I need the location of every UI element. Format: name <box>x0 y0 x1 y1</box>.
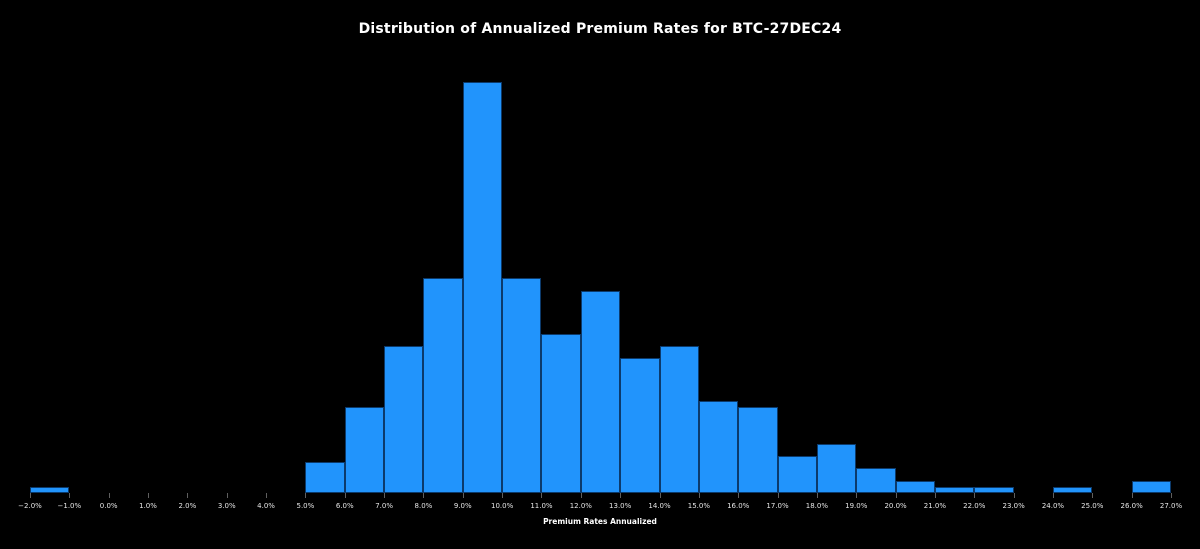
x-tick-mark <box>384 493 386 498</box>
x-tick-mark <box>777 493 779 498</box>
histogram-bar <box>30 486 70 493</box>
x-tick-label: 18.0% <box>805 502 829 510</box>
histogram-bar <box>344 407 385 493</box>
x-tick-label: 5.0% <box>296 502 315 510</box>
x-tick-label: 23.0% <box>1002 502 1025 510</box>
x-tick-mark <box>1013 493 1015 498</box>
x-tick-mark <box>620 493 622 498</box>
x-tick-label: 8.0% <box>414 502 433 510</box>
x-tick-mark <box>266 493 268 498</box>
x-tick-mark <box>659 493 661 498</box>
x-tick-mark <box>541 493 543 498</box>
x-tick-mark <box>30 493 31 498</box>
x-tick-label: 19.0% <box>845 502 868 510</box>
x-tick-mark <box>187 493 189 498</box>
x-tick-label: 9.0% <box>453 502 472 510</box>
x-tick-label: 7.0% <box>375 502 393 510</box>
x-tick-mark <box>423 493 425 498</box>
histogram-bar <box>698 400 739 493</box>
x-tick-label: 24.0% <box>1041 502 1065 510</box>
x-tick-label: 2.0% <box>178 502 197 510</box>
x-tick-mark <box>934 493 936 498</box>
x-tick-mark <box>698 493 700 498</box>
histogram-bar <box>423 278 463 493</box>
histogram-bar <box>305 462 345 493</box>
histogram-bar <box>620 358 660 493</box>
x-tick-label: 14.0% <box>648 502 671 510</box>
x-tick-label: 16.0% <box>727 502 750 510</box>
x-tick-label: 26.0% <box>1120 502 1143 510</box>
x-tick-mark <box>502 493 504 498</box>
x-tick-mark <box>148 493 150 498</box>
x-tick-label: 13.0% <box>609 502 632 510</box>
x-tick-mark <box>108 493 110 498</box>
x-tick-mark <box>974 493 976 498</box>
histogram-bar <box>502 278 542 493</box>
x-tick-mark <box>226 493 228 498</box>
x-tick-mark <box>344 493 346 498</box>
x-tick-mark <box>1052 493 1054 498</box>
x-tick-mark <box>856 493 858 498</box>
x-tick-label: −2.0% <box>18 502 42 510</box>
x-tick-label: 6.0% <box>335 502 354 510</box>
x-tick-label: 15.0% <box>687 502 710 510</box>
x-tick-label: 0.0% <box>99 502 118 510</box>
x-tick-label: 10.0% <box>491 502 514 510</box>
x-tick-label: 20.0% <box>884 502 907 510</box>
histogram-bar <box>856 468 896 493</box>
histogram-bar <box>974 486 1014 493</box>
histogram-bar <box>934 486 975 493</box>
x-tick-label: 25.0% <box>1081 502 1104 510</box>
histogram-bar <box>384 345 424 493</box>
histogram-bar <box>580 290 621 493</box>
histogram-bar <box>738 407 778 493</box>
histogram-bar <box>541 333 581 493</box>
histogram-bar <box>816 443 857 493</box>
x-tick-mark <box>1092 493 1094 498</box>
x-tick-label: 11.0% <box>530 502 553 510</box>
x-tick-label: 3.0% <box>217 502 236 510</box>
x-tick-mark <box>816 493 818 498</box>
x-tick-mark <box>69 493 71 498</box>
x-tick-mark <box>580 493 582 498</box>
x-axis-label: Premium Rates Annualized <box>543 517 657 526</box>
x-tick-label: 12.0% <box>569 502 592 510</box>
histogram-bar <box>895 480 935 493</box>
histogram-bar <box>659 345 699 493</box>
x-tick-label: 4.0% <box>257 502 275 510</box>
chart-title: Distribution of Annualized Premium Rates… <box>358 21 842 37</box>
histogram-bar <box>777 456 817 493</box>
x-tick-label: 21.0% <box>923 502 947 510</box>
histogram-bar <box>1052 486 1093 493</box>
x-tick-label: 22.0% <box>963 502 986 510</box>
histogram-bar <box>1131 480 1171 493</box>
x-tick-mark <box>305 493 307 498</box>
x-tick-mark <box>462 493 464 498</box>
x-tick-mark <box>738 493 740 498</box>
x-tick-mark <box>1171 493 1172 498</box>
x-tick-label: 1.0% <box>139 502 157 510</box>
x-tick-label: 17.0% <box>766 502 789 510</box>
x-tick-label: 27.0% <box>1159 502 1183 510</box>
x-tick-mark <box>895 493 897 498</box>
x-tick-label: −1.0% <box>57 502 82 510</box>
x-tick-mark <box>1131 493 1133 498</box>
histogram-bar <box>462 82 503 493</box>
